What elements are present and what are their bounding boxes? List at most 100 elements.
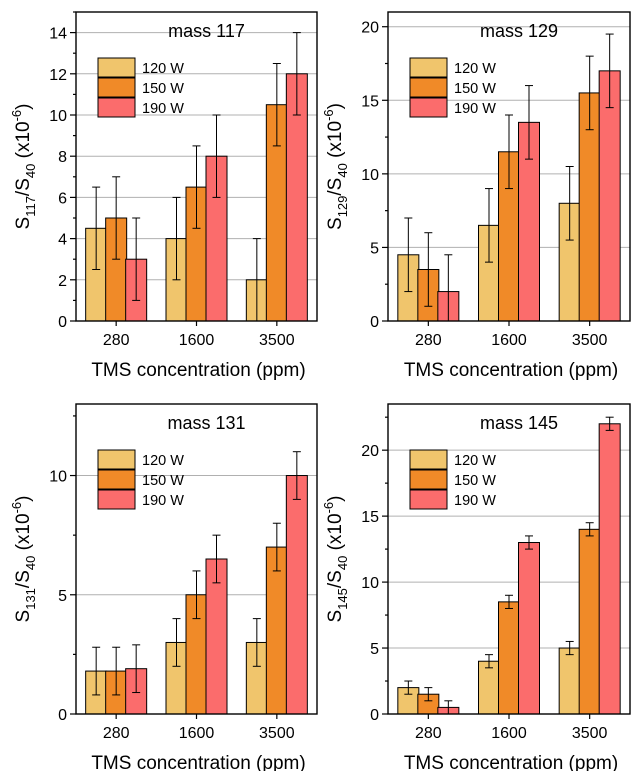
y-tick-label: 5 xyxy=(370,240,379,257)
legend-swatch xyxy=(97,97,136,118)
chart-panel-4: 280 1600 3500 0 5 10 15 20 mass 145 120 W 150 W 190… xyxy=(321,403,631,771)
legend-swatch xyxy=(409,469,448,490)
legend-swatch xyxy=(409,77,448,98)
legend-swatch xyxy=(97,489,136,510)
y-axis-label-part: (x10 xyxy=(13,513,34,555)
y-tick-label: 10 xyxy=(49,469,67,486)
x-tick-label: 280 xyxy=(415,332,442,349)
y-axis-label: S117/S40 (x10-6) xyxy=(9,104,38,230)
legend-label: 150 W xyxy=(454,473,496,489)
legend-swatch xyxy=(97,57,136,78)
x-tick-label: 280 xyxy=(103,725,130,742)
bar xyxy=(558,647,581,715)
y-axis-label-part: S xyxy=(325,217,346,230)
y-tick-label: 20 xyxy=(361,20,379,37)
x-tick-label: 1600 xyxy=(491,332,527,349)
x-tick-label: 280 xyxy=(103,332,130,349)
y-tick-label: 10 xyxy=(361,575,379,592)
bar xyxy=(598,423,621,715)
y-tick-label: 2 xyxy=(58,273,67,290)
y-tick-label: 5 xyxy=(58,588,67,605)
y-axis-label-part: ) xyxy=(325,496,346,502)
y-axis-label: S145/S40 (x10-6) xyxy=(321,496,350,623)
y-axis-label-part: -6 xyxy=(9,110,24,122)
panel-title: mass 129 xyxy=(480,21,558,41)
y-axis-label-part: S xyxy=(13,217,34,230)
legend-swatch xyxy=(409,97,448,118)
y-axis-label-part: 40 xyxy=(335,556,350,570)
y-axis-label-part: ) xyxy=(13,496,34,502)
legend-label: 150 W xyxy=(142,473,184,489)
bar xyxy=(498,601,520,715)
y-axis-label-part: /S xyxy=(325,178,346,196)
y-tick-label: 0 xyxy=(58,314,67,331)
legend-swatch xyxy=(409,489,448,510)
panel-title: mass 131 xyxy=(167,413,245,433)
legend-swatch xyxy=(409,57,448,78)
y-tick-label: 14 xyxy=(49,26,67,43)
y-axis-label-part: /S xyxy=(13,178,34,196)
bar xyxy=(265,546,288,715)
y-tick-label: 5 xyxy=(370,641,379,658)
y-tick-label: 10 xyxy=(361,167,379,184)
y-tick-label: 15 xyxy=(361,93,379,110)
chart-panel-2: 280 1600 3500 0 5 10 15 20 mass 129 120 W 150 W 190… xyxy=(321,11,631,381)
y-axis-label-part: S xyxy=(13,610,34,623)
x-tick-label: 3500 xyxy=(259,725,295,742)
x-tick-label: 3500 xyxy=(572,725,608,742)
y-tick-label: 10 xyxy=(49,108,67,125)
chart-panel-3: 280 1600 3500 0 5 10 mass 131 120 W 150 W 190 W TM… xyxy=(9,403,318,771)
y-axis-label-part: -6 xyxy=(321,109,336,121)
y-axis-label-part: (x10 xyxy=(13,121,34,163)
y-axis-label-part: ) xyxy=(325,103,346,109)
y-tick-label: 4 xyxy=(58,232,67,249)
bar xyxy=(598,70,621,322)
bar xyxy=(285,475,308,715)
x-axis-label: TMS concentration (ppm) xyxy=(91,360,305,381)
legend-label: 150 W xyxy=(454,81,496,97)
x-tick-label: 3500 xyxy=(259,332,295,349)
y-axis-label-part: (x10 xyxy=(325,121,346,163)
plot-frame xyxy=(387,403,631,715)
plot-frame xyxy=(75,403,318,715)
legend-label: 120 W xyxy=(454,61,496,77)
legend-label: 190 W xyxy=(142,493,184,509)
x-axis-label: TMS concentration (ppm) xyxy=(404,753,618,771)
y-tick-label: 0 xyxy=(370,314,379,331)
x-axis-label: TMS concentration (ppm) xyxy=(404,360,618,381)
legend-label: 190 W xyxy=(454,101,496,117)
y-axis-label: S131/S40 (x10-6) xyxy=(9,496,38,623)
y-axis-label-part: 40 xyxy=(23,556,38,570)
legend-label: 190 W xyxy=(142,101,184,117)
x-tick-label: 1600 xyxy=(179,332,215,349)
plot-frame xyxy=(75,11,318,322)
y-axis-label-part: 117 xyxy=(23,196,38,217)
x-tick-label: 1600 xyxy=(491,725,527,742)
bar xyxy=(478,660,500,715)
y-axis-label-part: -6 xyxy=(321,502,336,514)
legend-label: 190 W xyxy=(454,493,496,509)
y-axis-label-part: 40 xyxy=(335,163,350,177)
y-axis-label-part: /S xyxy=(13,570,34,588)
y-tick-label: 6 xyxy=(58,190,67,207)
chart-panel-1: 280 1600 3500 0 2 4 6 8 10 12 14 mass 117 120 W 150 W… xyxy=(9,11,318,381)
bar xyxy=(578,528,601,715)
y-tick-label: 0 xyxy=(370,707,379,724)
panel-title: mass 117 xyxy=(168,21,245,41)
y-axis-label: S129/S40 (x10-6) xyxy=(321,103,350,230)
legend-label: 120 W xyxy=(142,61,184,77)
legend-label: 120 W xyxy=(454,453,496,469)
legend-label: 120 W xyxy=(142,453,184,469)
y-tick-label: 0 xyxy=(58,707,67,724)
y-axis-label-part: S xyxy=(325,610,346,623)
panel-title: mass 145 xyxy=(480,413,558,433)
y-axis-label-part: 129 xyxy=(335,196,350,218)
y-tick-label: 15 xyxy=(361,509,379,526)
legend-swatch xyxy=(97,77,136,98)
x-tick-label: 1600 xyxy=(179,725,215,742)
x-tick-label: 280 xyxy=(415,725,442,742)
bar xyxy=(518,542,540,715)
y-axis-label-part: -6 xyxy=(9,502,24,514)
x-tick-label: 3500 xyxy=(572,332,608,349)
